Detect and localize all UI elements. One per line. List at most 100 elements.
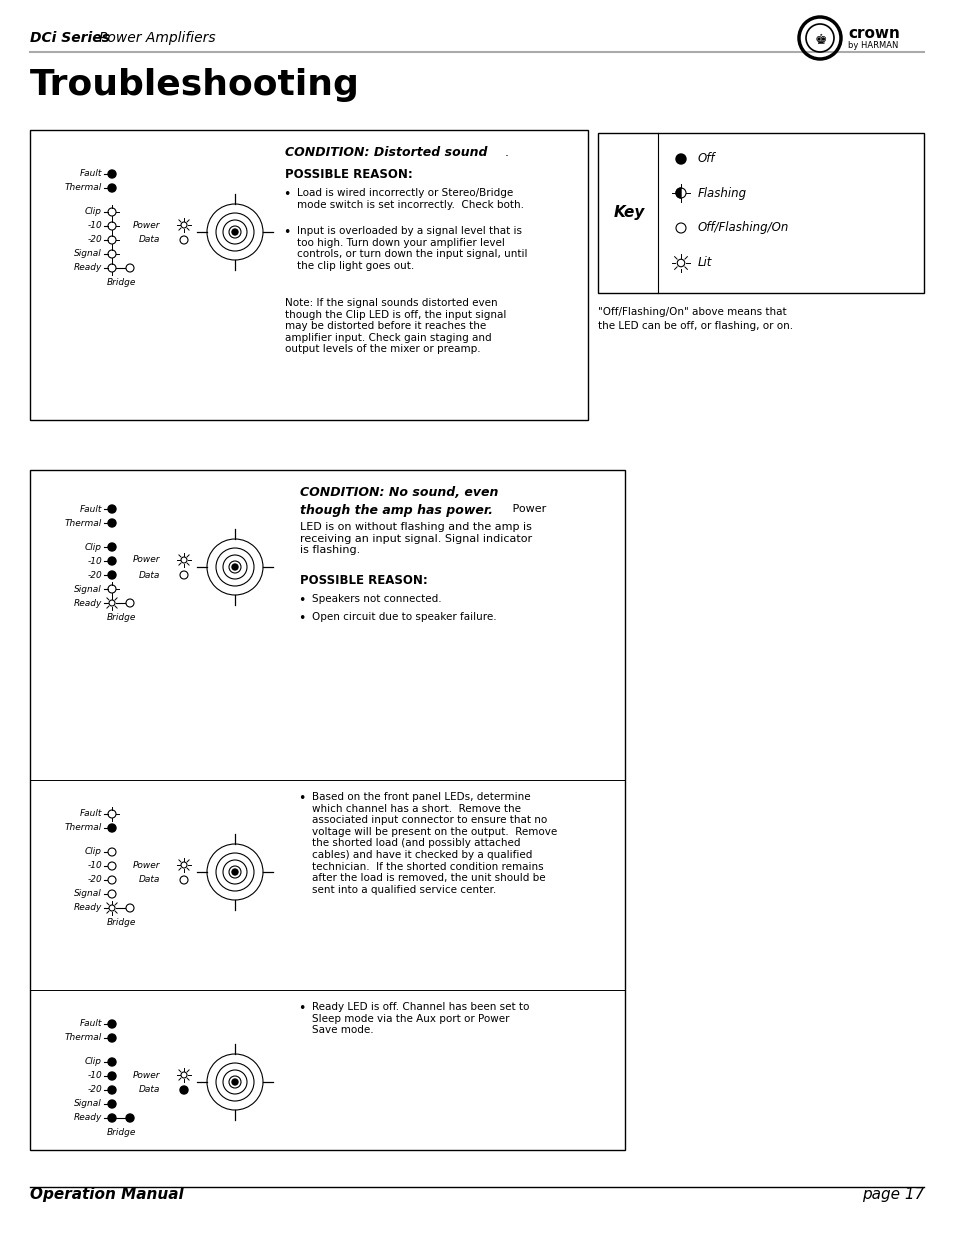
- Text: Signal: Signal: [74, 249, 102, 258]
- Text: Clip: Clip: [85, 1057, 102, 1067]
- Circle shape: [108, 557, 116, 564]
- Text: .: .: [504, 146, 509, 159]
- Text: Bridge: Bridge: [106, 278, 135, 287]
- Text: Power: Power: [132, 556, 160, 564]
- Text: Signal: Signal: [74, 584, 102, 594]
- Circle shape: [108, 824, 116, 832]
- Text: the LED can be off, or flashing, or on.: the LED can be off, or flashing, or on.: [598, 321, 792, 331]
- Circle shape: [108, 505, 116, 513]
- Text: Clip: Clip: [85, 542, 102, 552]
- Text: Ready: Ready: [73, 1114, 102, 1123]
- Text: Off: Off: [698, 152, 715, 165]
- Text: Ready: Ready: [73, 599, 102, 608]
- FancyBboxPatch shape: [30, 471, 624, 1150]
- Circle shape: [126, 1114, 133, 1123]
- Text: -10: -10: [87, 557, 102, 566]
- Text: Power: Power: [132, 1071, 160, 1079]
- Text: CONDITION: No sound, even: CONDITION: No sound, even: [299, 487, 497, 499]
- Text: Data: Data: [138, 236, 160, 245]
- Circle shape: [676, 154, 685, 164]
- Text: Based on the front panel LEDs, determine
which channel has a short.  Remove the
: Based on the front panel LEDs, determine…: [312, 792, 557, 895]
- Text: -10: -10: [87, 862, 102, 871]
- Text: Note: If the signal sounds distorted even
though the Clip LED is off, the input : Note: If the signal sounds distorted eve…: [285, 298, 506, 354]
- Text: Flashing: Flashing: [698, 186, 746, 200]
- Text: •: •: [297, 594, 305, 606]
- Text: Data: Data: [138, 571, 160, 579]
- Text: Thermal: Thermal: [65, 824, 102, 832]
- Text: -10: -10: [87, 221, 102, 231]
- Text: Clip: Clip: [85, 207, 102, 216]
- Text: Ready LED is off. Channel has been set to
Sleep mode via the Aux port or Power
S: Ready LED is off. Channel has been set t…: [312, 1002, 529, 1035]
- Text: •: •: [297, 792, 305, 805]
- Text: CONDITION: Distorted sound: CONDITION: Distorted sound: [285, 146, 487, 159]
- Circle shape: [108, 571, 116, 579]
- Text: Signal: Signal: [74, 889, 102, 899]
- Text: -20: -20: [87, 236, 102, 245]
- Text: Power Amplifiers: Power Amplifiers: [99, 31, 215, 44]
- Text: Signal: Signal: [74, 1099, 102, 1109]
- Circle shape: [232, 564, 237, 571]
- Text: Speakers not connected.: Speakers not connected.: [312, 594, 441, 604]
- Text: Bridge: Bridge: [106, 918, 135, 927]
- Text: Troubleshooting: Troubleshooting: [30, 68, 359, 103]
- Text: Fault: Fault: [79, 1020, 102, 1029]
- Text: Data: Data: [138, 1086, 160, 1094]
- Text: Ready: Ready: [73, 263, 102, 273]
- Text: -20: -20: [87, 876, 102, 884]
- Text: Clip: Clip: [85, 847, 102, 857]
- Text: Off/Flashing/On: Off/Flashing/On: [698, 221, 788, 235]
- Text: Operation Manual: Operation Manual: [30, 1188, 184, 1203]
- Circle shape: [108, 1034, 116, 1042]
- Text: •: •: [297, 1002, 305, 1015]
- Text: though the amp has power.: though the amp has power.: [299, 504, 493, 517]
- Text: POSSIBLE REASON:: POSSIBLE REASON:: [285, 168, 413, 182]
- Text: Data: Data: [138, 876, 160, 884]
- Circle shape: [232, 1079, 237, 1086]
- Circle shape: [108, 1058, 116, 1066]
- Text: Open circuit due to speaker failure.: Open circuit due to speaker failure.: [312, 613, 497, 622]
- Circle shape: [108, 543, 116, 551]
- FancyBboxPatch shape: [598, 133, 923, 293]
- Circle shape: [180, 1086, 188, 1094]
- Text: •: •: [297, 613, 305, 625]
- Text: -20: -20: [87, 1086, 102, 1094]
- Text: -10: -10: [87, 1072, 102, 1081]
- Circle shape: [232, 869, 237, 876]
- Text: Fault: Fault: [79, 809, 102, 819]
- Text: Bridge: Bridge: [106, 1128, 135, 1137]
- Text: Input is overloaded by a signal level that is
too high. Turn down your amplifier: Input is overloaded by a signal level th…: [296, 226, 527, 270]
- Text: •: •: [283, 226, 290, 240]
- Text: -20: -20: [87, 571, 102, 579]
- Text: •: •: [283, 188, 290, 201]
- Wedge shape: [676, 188, 680, 198]
- Text: Key: Key: [614, 205, 644, 221]
- Text: Ready: Ready: [73, 904, 102, 913]
- Text: LED is on without flashing and the amp is
receiving an input signal. Signal indi: LED is on without flashing and the amp i…: [299, 522, 532, 556]
- Text: ♚: ♚: [814, 33, 826, 47]
- Text: POSSIBLE REASON:: POSSIBLE REASON:: [299, 574, 427, 587]
- Text: Power: Power: [132, 861, 160, 869]
- Text: Power: Power: [509, 504, 546, 514]
- Circle shape: [108, 519, 116, 527]
- Text: crown: crown: [847, 26, 899, 42]
- Circle shape: [108, 184, 116, 191]
- Text: by HARMAN: by HARMAN: [847, 42, 898, 51]
- Circle shape: [232, 228, 237, 235]
- Text: Load is wired incorrectly or Stereo/Bridge
mode switch is set incorrectly.  Chec: Load is wired incorrectly or Stereo/Brid…: [296, 188, 523, 210]
- Text: Fault: Fault: [79, 505, 102, 514]
- Text: Lit: Lit: [698, 257, 712, 269]
- Circle shape: [108, 1086, 116, 1094]
- Text: Thermal: Thermal: [65, 1034, 102, 1042]
- Text: "Off/Flashing/On" above means that: "Off/Flashing/On" above means that: [598, 308, 786, 317]
- FancyBboxPatch shape: [30, 130, 587, 420]
- Circle shape: [108, 1020, 116, 1028]
- Circle shape: [108, 1114, 116, 1123]
- Text: Fault: Fault: [79, 169, 102, 179]
- Circle shape: [108, 170, 116, 178]
- Text: Thermal: Thermal: [65, 184, 102, 193]
- Text: DCi Series: DCi Series: [30, 31, 110, 44]
- Circle shape: [108, 1100, 116, 1108]
- Text: page 17: page 17: [861, 1188, 923, 1203]
- Text: Thermal: Thermal: [65, 519, 102, 527]
- Text: Power: Power: [132, 221, 160, 230]
